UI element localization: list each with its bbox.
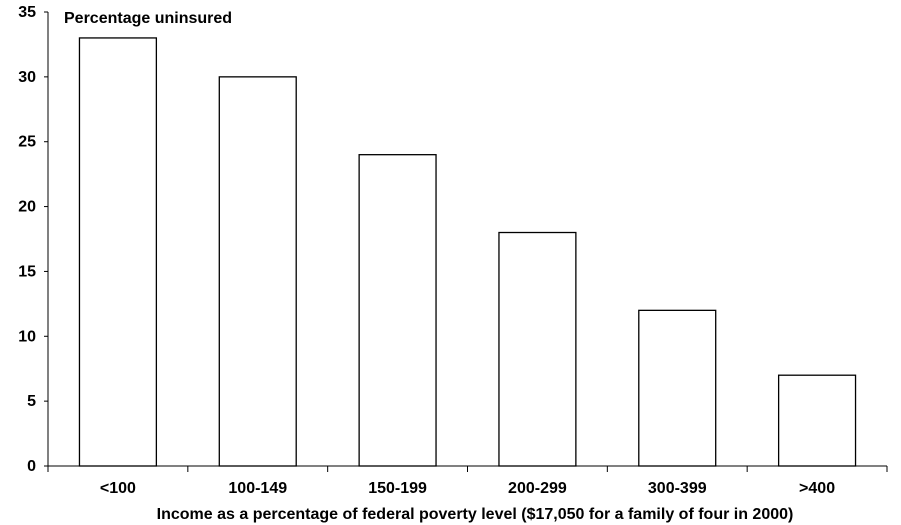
x-tick-label: 150-199 bbox=[368, 480, 427, 497]
bar bbox=[78, 37, 158, 467]
x-axis: <100 100-149 150-199 200-299 300-399 >400 bbox=[47, 465, 888, 497]
bars bbox=[78, 37, 857, 467]
x-tick-label: 100-149 bbox=[228, 480, 287, 497]
y-tick-label: 5 bbox=[27, 393, 36, 410]
bar bbox=[358, 154, 437, 467]
y-axis-title: Percentage uninsured bbox=[64, 10, 232, 27]
y-tick-label: 20 bbox=[18, 199, 36, 216]
x-axis-title: Income as a percentage of federal povert… bbox=[157, 506, 794, 523]
bar bbox=[777, 374, 857, 467]
y-tick-label: 25 bbox=[18, 134, 36, 151]
bar bbox=[218, 76, 297, 467]
x-tick-label: >400 bbox=[799, 480, 835, 497]
bar bbox=[498, 231, 577, 467]
y-tick-label: 30 bbox=[18, 69, 36, 86]
y-tick-label: 35 bbox=[18, 4, 36, 21]
x-tick-label: 200-299 bbox=[508, 480, 567, 497]
bar bbox=[638, 309, 717, 467]
y-tick-label: 10 bbox=[18, 328, 36, 345]
y-axis: 0 5 10 15 20 25 30 35 bbox=[18, 4, 49, 475]
x-tick-label: 300-399 bbox=[648, 480, 707, 497]
y-tick-label: 0 bbox=[27, 458, 36, 475]
y-tick-label: 15 bbox=[18, 263, 36, 280]
x-tick-label: <100 bbox=[100, 480, 136, 497]
